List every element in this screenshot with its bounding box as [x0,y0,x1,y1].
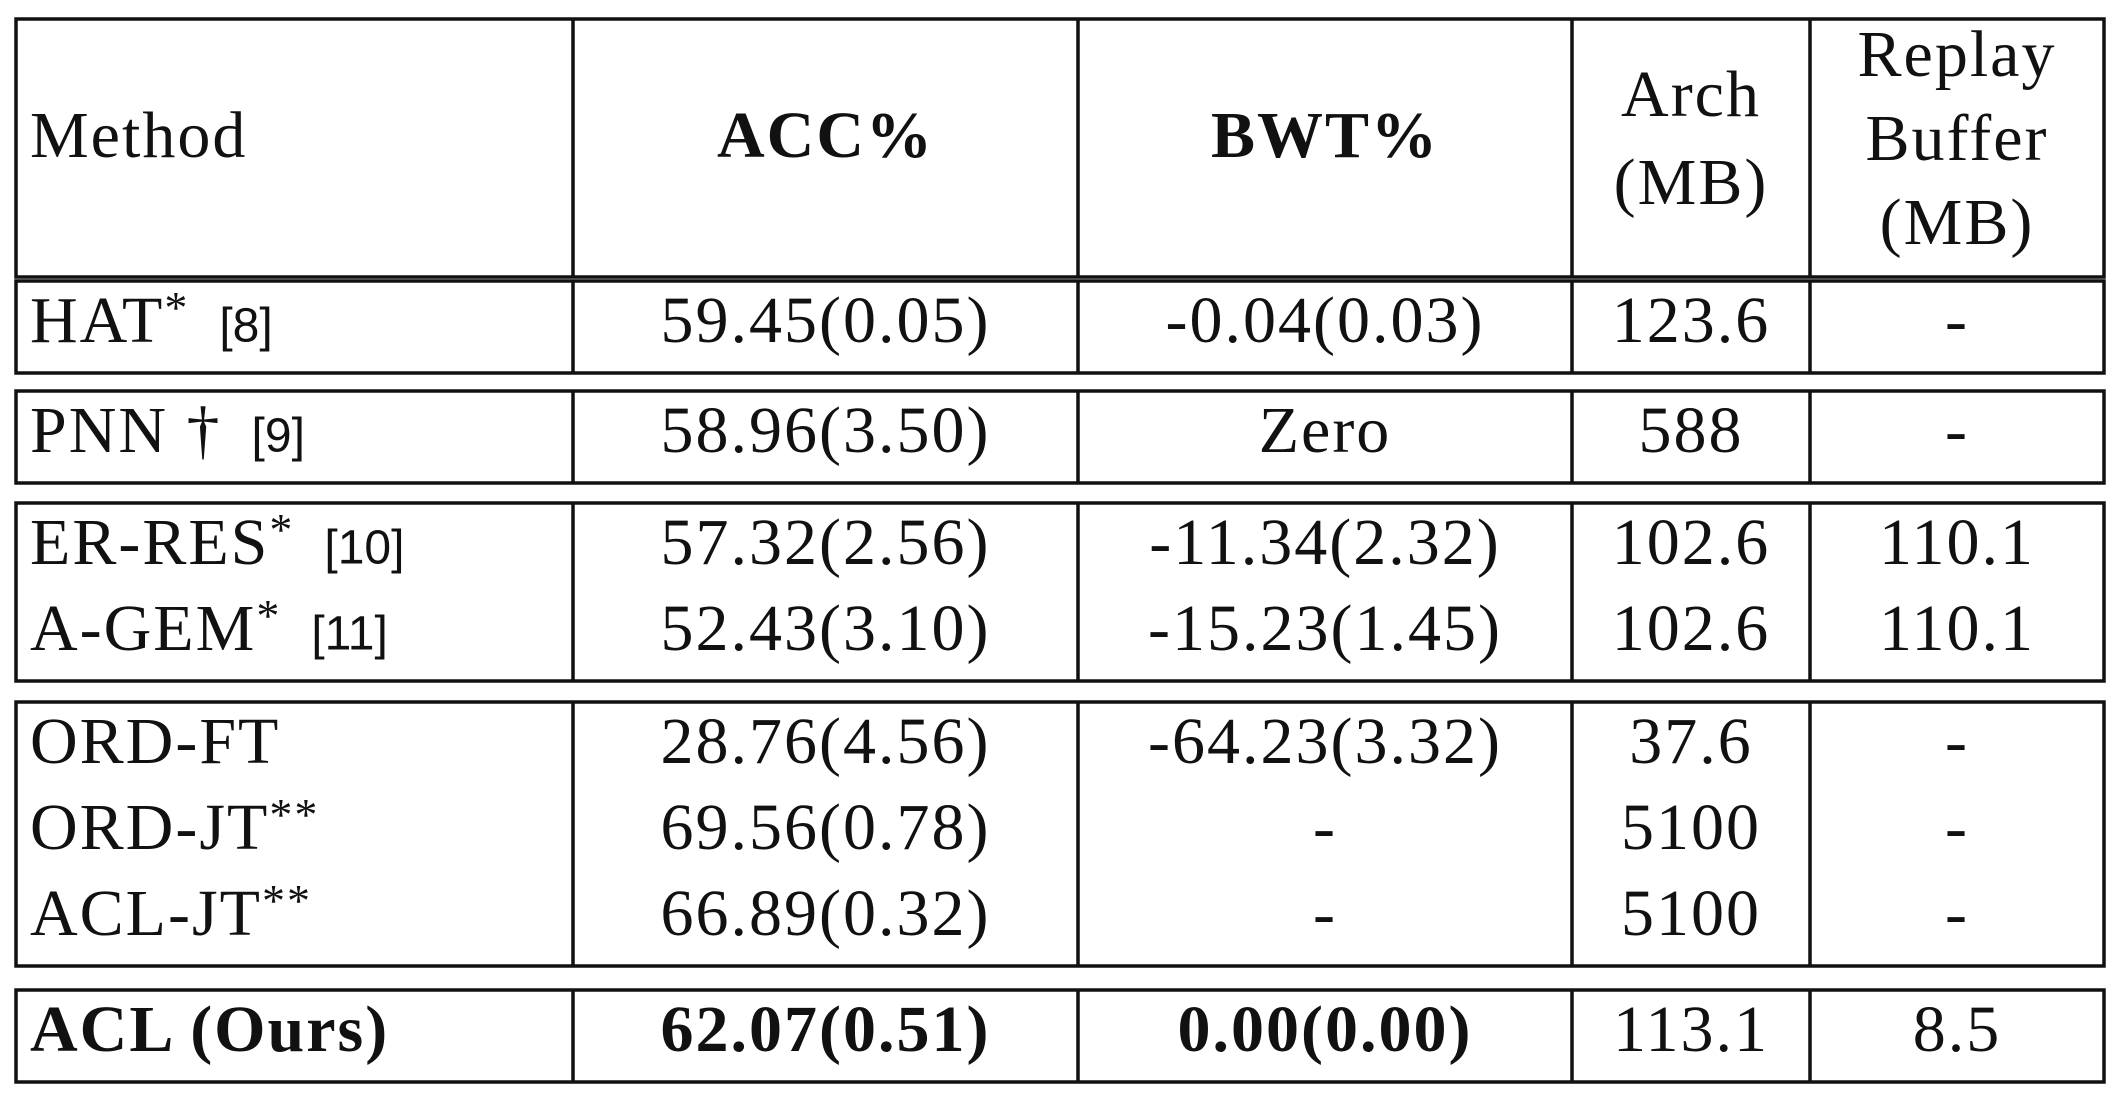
table-border [14,389,2106,485]
replay-cell: - [1945,394,1969,467]
method-name: A-GEM [30,592,256,665]
table-border [14,700,2106,968]
bwt-cell: - [1313,791,1337,864]
acc-cell: 58.96(3.50) [661,394,991,467]
acc-cell: 62.07(0.51) [661,993,991,1066]
header-bwt: BWT% [1211,99,1439,172]
arch-cell: 123.6 [1612,284,1771,357]
arch-cell: 113.1 [1613,993,1769,1066]
method-name: ORD-JT [30,791,269,864]
replay-cell: - [1945,877,1969,950]
method-mark: * [164,282,189,333]
method-name: ER-RES [30,506,269,579]
replay-cell: 110.1 [1879,506,2035,579]
header-arch: Arch [1621,58,1761,131]
replay-cell: 8.5 [1913,993,2002,1066]
method-mark: * [269,504,294,555]
header-method: Method [30,99,247,172]
bwt-cell: -15.23(1.45) [1148,592,1502,665]
table-border [14,988,2106,1084]
method-name: HAT [30,284,164,357]
table-border [14,17,2106,279]
replay-cell: - [1945,791,1969,864]
method-cell: HAT* [30,282,189,357]
acc-cell: 28.76(4.56) [661,705,991,778]
method-cell: ACL (Ours) [30,993,389,1066]
method-cell: ER-RES* [30,504,294,579]
arch-cell: 588 [1639,394,1744,467]
acc-cell: 66.89(0.32) [661,877,991,950]
method-mark: ** [262,875,312,926]
method-cell: A-GEM* [30,590,281,665]
method-cell: ORD-JT** [30,789,319,864]
acc-cell: 69.56(0.78) [661,791,991,864]
bwt-cell: -64.23(3.32) [1148,705,1502,778]
method-cell: ORD-FT [30,705,280,778]
bwt-cell: Zero [1259,394,1392,467]
arch-cell: 5100 [1621,877,1761,950]
method-mark: ** [269,789,319,840]
header-replay: Replay [1858,18,2057,91]
method-mark: * [256,590,281,641]
arch-cell: 37.6 [1629,705,1753,778]
arch-cell: 102.6 [1612,506,1771,579]
citation: [10] [324,522,404,575]
bwt-cell: -11.34(2.32) [1149,506,1501,579]
table-border [14,501,2106,683]
replay-cell: - [1945,284,1969,357]
method-name: PNN † [30,394,222,467]
replay-cell: 110.1 [1879,592,2035,665]
citation: [9] [252,410,305,463]
header-replay: (MB) [1880,186,2035,259]
acc-cell: 52.43(3.10) [661,592,991,665]
method-name: ACL-JT [30,877,262,950]
table-border [14,279,2106,375]
method-name: ORD-FT [30,705,280,778]
citation: [11] [311,608,388,661]
arch-cell: 5100 [1621,791,1761,864]
header-acc: ACC% [717,99,934,172]
method-cell: PNN † [30,394,222,467]
acc-cell: 59.45(0.05) [661,284,991,357]
citation: [8] [219,300,272,353]
method-name: ACL (Ours) [30,993,389,1066]
header-replay: Buffer [1865,102,2048,175]
method-cell: ACL-JT** [30,875,312,950]
arch-cell: 102.6 [1612,592,1771,665]
bwt-cell: 0.00(0.00) [1178,993,1473,1066]
acc-cell: 57.32(2.56) [661,506,991,579]
header-arch: (MB) [1614,146,1769,219]
bwt-cell: -0.04(0.03) [1166,284,1485,357]
bwt-cell: - [1313,877,1337,950]
replay-cell: - [1945,705,1969,778]
